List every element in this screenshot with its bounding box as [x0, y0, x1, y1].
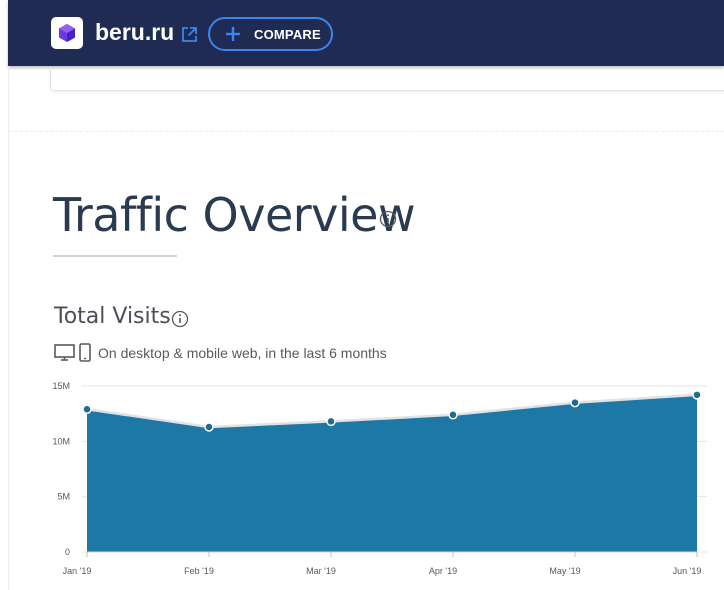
title-underline: [53, 255, 177, 257]
site-name: beru.ru: [95, 19, 175, 45]
y-tick-label: 10M: [52, 436, 70, 446]
x-axis-ticks: Jan '19 Feb '19 Mar '19 Apr '19 May '19 Jun '…: [63, 551, 702, 576]
site-favicon: [51, 17, 83, 49]
page-title: Traffic Overview: [53, 188, 416, 242]
data-scope-note: On desktop & mobile web, in the last 6 m…: [98, 345, 387, 361]
x-tick-label: May '19: [549, 566, 580, 576]
data-point: [448, 410, 458, 420]
compare-button[interactable]: COMPARE: [208, 17, 333, 51]
data-point: [692, 390, 702, 400]
data-point: [570, 397, 580, 408]
x-tick-label: Apr '19: [429, 566, 457, 576]
total-visits-chart: 15M 10M 5M 0 Jan '19 Feb '19 Mar '19 Apr '19 Ma…: [52, 381, 707, 576]
section-separator: [10, 131, 724, 132]
y-tick-label: 15M: [52, 381, 70, 391]
x-tick-label: Feb '19: [184, 566, 214, 576]
info-icon[interactable]: [171, 310, 189, 333]
x-tick-label: Mar '19: [306, 566, 336, 576]
data-points: [82, 390, 702, 432]
x-tick-label: Jan '19: [63, 566, 92, 576]
top-navigation-bar: beru.ru COMPARE: [8, 0, 724, 66]
y-axis-ticks: 15M 10M 5M 0: [52, 381, 70, 557]
info-icon[interactable]: [379, 210, 397, 233]
visits-line-series: [86, 393, 698, 429]
external-link-icon[interactable]: [181, 26, 198, 48]
plus-icon: [224, 25, 242, 48]
mobile-icon: [79, 343, 91, 362]
desktop-icon: [54, 344, 75, 361]
y-tick-label: 5M: [57, 492, 70, 502]
device-icons: [54, 343, 94, 368]
overview-card-edge: [50, 66, 724, 91]
data-point: [82, 404, 92, 414]
y-tick-label: 0: [65, 547, 70, 557]
data-point: [326, 416, 336, 427]
cube-logo-icon: [59, 24, 75, 42]
data-point: [204, 422, 214, 432]
visits-area-series: [87, 394, 697, 552]
x-tick-label: Jun '19: [673, 566, 702, 576]
left-divider: [8, 66, 9, 590]
compare-button-label: COMPARE: [254, 27, 321, 42]
total-visits-heading: Total Visits: [54, 304, 171, 329]
